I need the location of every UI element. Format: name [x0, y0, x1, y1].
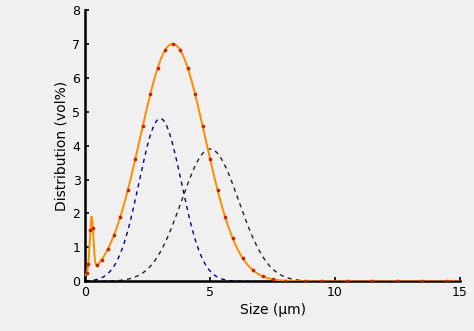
Point: [93, 262, 100, 268]
Point: [169, 41, 176, 47]
Point: [154, 65, 162, 71]
Point: [249, 267, 256, 272]
Point: [369, 279, 376, 284]
Point: [344, 279, 351, 284]
Point: [239, 255, 246, 260]
Point: [124, 188, 132, 193]
Point: [191, 92, 199, 97]
Point: [184, 65, 191, 71]
Point: [259, 273, 266, 279]
Point: [131, 157, 139, 162]
Point: [229, 235, 237, 241]
Point: [393, 279, 401, 284]
Point: [206, 157, 214, 162]
Point: [139, 123, 146, 129]
Point: [214, 188, 221, 193]
Point: [89, 225, 97, 230]
Point: [419, 279, 426, 284]
Y-axis label: Distribution (vol%): Distribution (vol%): [55, 80, 68, 211]
Point: [221, 214, 229, 219]
Point: [146, 92, 154, 97]
Point: [87, 227, 94, 232]
Point: [104, 247, 111, 252]
Point: [162, 47, 169, 53]
X-axis label: Size (μm): Size (μm): [239, 304, 306, 317]
Point: [269, 277, 276, 282]
Point: [199, 123, 207, 129]
Point: [84, 261, 92, 266]
Point: [301, 279, 309, 284]
Point: [117, 214, 124, 219]
Point: [110, 232, 118, 238]
Point: [83, 271, 91, 276]
Point: [281, 278, 289, 283]
Point: [176, 47, 184, 53]
Point: [444, 279, 451, 284]
Point: [319, 279, 326, 284]
Point: [98, 257, 105, 262]
